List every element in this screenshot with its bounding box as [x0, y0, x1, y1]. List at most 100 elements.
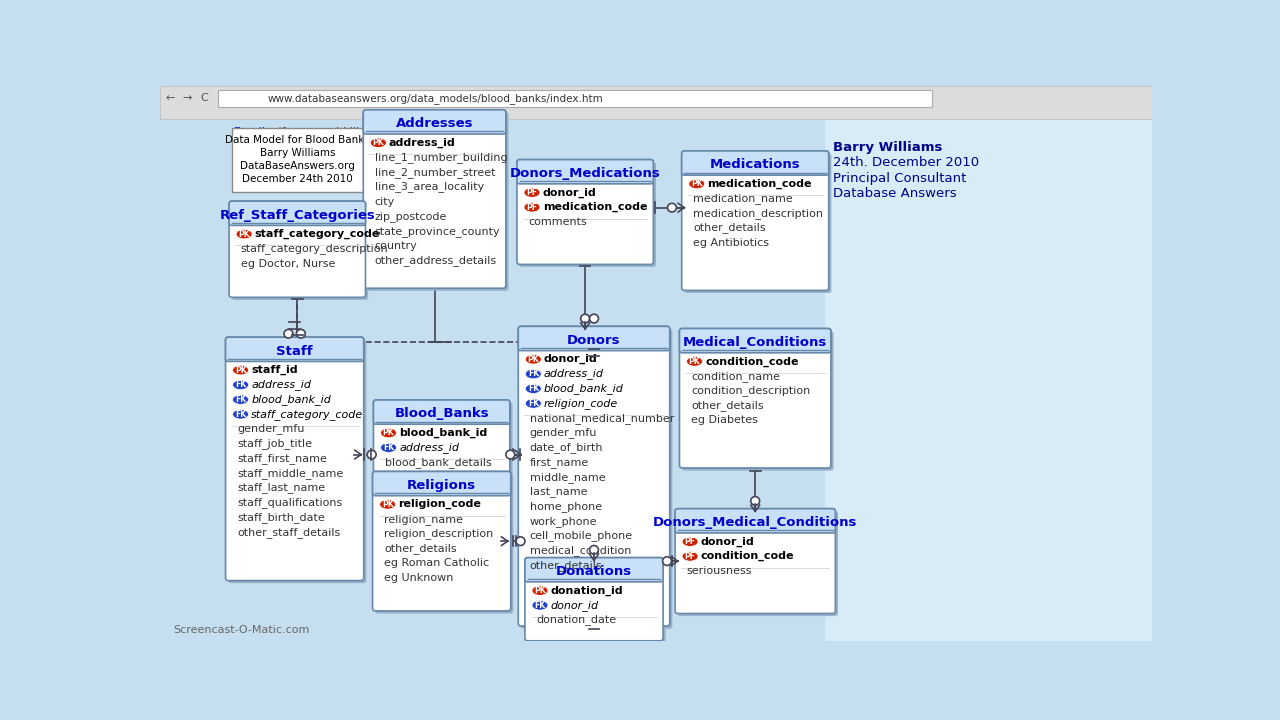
Text: staff_category_code: staff_category_code — [255, 229, 380, 239]
Bar — [232, 217, 362, 222]
Text: PK: PK — [372, 138, 384, 147]
Text: Blood_Banks: Blood_Banks — [394, 408, 489, 420]
Ellipse shape — [233, 380, 248, 390]
Bar — [376, 416, 507, 422]
Text: donor_id: donor_id — [700, 536, 754, 546]
FancyBboxPatch shape — [517, 160, 653, 184]
Text: PK: PK — [238, 230, 250, 238]
Text: Data Model for Blood Banks: Data Model for Blood Banks — [225, 135, 370, 145]
Text: PK: PK — [527, 355, 539, 364]
Bar — [520, 176, 650, 181]
Text: other_details: other_details — [530, 560, 603, 571]
FancyBboxPatch shape — [675, 509, 836, 613]
Text: address_id: address_id — [389, 138, 456, 148]
Text: www.databaseanswers.org/data_models/blood_banks/index.htm: www.databaseanswers.org/data_models/bloo… — [268, 93, 603, 104]
Text: date_of_birth: date_of_birth — [530, 442, 603, 453]
Ellipse shape — [524, 188, 540, 197]
FancyBboxPatch shape — [677, 511, 838, 616]
Ellipse shape — [233, 365, 248, 375]
Circle shape — [297, 329, 305, 338]
Text: medication_code: medication_code — [543, 202, 648, 212]
Text: condition_name: condition_name — [691, 371, 780, 382]
FancyBboxPatch shape — [225, 337, 364, 580]
Text: country: country — [375, 240, 417, 251]
Text: C: C — [201, 93, 209, 103]
Text: medication_code: medication_code — [708, 179, 812, 189]
Ellipse shape — [525, 369, 541, 379]
FancyBboxPatch shape — [364, 109, 506, 288]
FancyBboxPatch shape — [376, 402, 512, 512]
Text: city: city — [375, 197, 396, 207]
Circle shape — [590, 314, 599, 323]
Text: address_id: address_id — [544, 369, 604, 379]
Ellipse shape — [524, 202, 540, 212]
Text: Staff: Staff — [276, 345, 312, 358]
FancyBboxPatch shape — [521, 329, 672, 629]
Ellipse shape — [380, 443, 397, 452]
FancyBboxPatch shape — [682, 151, 828, 290]
FancyBboxPatch shape — [366, 112, 508, 291]
FancyBboxPatch shape — [375, 474, 513, 613]
Text: PK: PK — [534, 586, 545, 595]
Text: donor_id: donor_id — [550, 600, 599, 611]
FancyBboxPatch shape — [525, 557, 663, 582]
Text: Screencast-O-Matic.com: Screencast-O-Matic.com — [173, 626, 310, 636]
Circle shape — [284, 329, 293, 338]
Ellipse shape — [682, 552, 698, 561]
Text: Religions: Religions — [407, 479, 476, 492]
Text: line_3_area_locality: line_3_area_locality — [375, 181, 484, 192]
Ellipse shape — [233, 410, 248, 419]
Text: donation_id: donation_id — [550, 585, 623, 595]
Text: donor_id: donor_id — [544, 354, 598, 364]
Text: →: → — [182, 93, 191, 103]
Text: eg Diabetes: eg Diabetes — [691, 415, 758, 426]
Text: donation_date: donation_date — [536, 615, 617, 626]
FancyBboxPatch shape — [229, 201, 366, 225]
Text: staff_id: staff_id — [251, 365, 298, 375]
FancyBboxPatch shape — [682, 151, 828, 175]
Text: ←: ← — [166, 93, 175, 103]
Text: PK: PK — [383, 428, 394, 437]
Ellipse shape — [525, 384, 541, 394]
Text: blood_bank_id: blood_bank_id — [399, 428, 488, 438]
Text: eg Doctor, Nurse: eg Doctor, Nurse — [241, 258, 335, 269]
Text: FK: FK — [236, 380, 246, 390]
Text: staff_middle_name: staff_middle_name — [237, 468, 343, 479]
Text: FK: FK — [236, 395, 246, 404]
Text: religion_code: religion_code — [398, 499, 481, 510]
Ellipse shape — [525, 399, 541, 408]
Circle shape — [667, 203, 676, 212]
Circle shape — [751, 497, 759, 505]
Text: Barry Williams: Barry Williams — [260, 148, 335, 158]
FancyBboxPatch shape — [525, 557, 663, 641]
Bar — [824, 120, 1152, 641]
Text: PK: PK — [381, 500, 393, 509]
Text: FK: FK — [527, 384, 539, 393]
Text: December 24th 2010: December 24th 2010 — [242, 174, 353, 184]
Text: Donors_Medical_Conditions: Donors_Medical_Conditions — [653, 516, 858, 529]
Text: Principal Consultant: Principal Consultant — [833, 172, 966, 185]
Text: gender_mfu: gender_mfu — [530, 428, 598, 438]
Text: other_details: other_details — [694, 222, 765, 233]
Bar — [527, 574, 660, 580]
Text: PF: PF — [685, 552, 695, 561]
Text: if you would like an Access Database.: if you would like an Access Database. — [275, 127, 489, 138]
Text: other_address_details: other_address_details — [375, 255, 497, 266]
FancyBboxPatch shape — [372, 472, 511, 495]
Text: Email me: Email me — [233, 127, 285, 138]
Ellipse shape — [532, 600, 548, 610]
Text: first_name: first_name — [530, 457, 589, 468]
Text: FK: FK — [383, 443, 394, 452]
Text: line_1_number_building: line_1_number_building — [375, 152, 507, 163]
Text: eg Antibiotics: eg Antibiotics — [694, 238, 769, 248]
Text: national_medical_number: national_medical_number — [530, 413, 675, 423]
Circle shape — [581, 314, 590, 323]
Text: staff_category_code: staff_category_code — [251, 409, 364, 420]
Text: gender_mfu: gender_mfu — [237, 423, 305, 434]
FancyBboxPatch shape — [232, 128, 364, 192]
Bar — [218, 90, 932, 107]
Text: condition_code: condition_code — [705, 356, 799, 366]
Text: FK: FK — [535, 600, 545, 610]
FancyBboxPatch shape — [232, 204, 369, 300]
Ellipse shape — [380, 428, 397, 438]
